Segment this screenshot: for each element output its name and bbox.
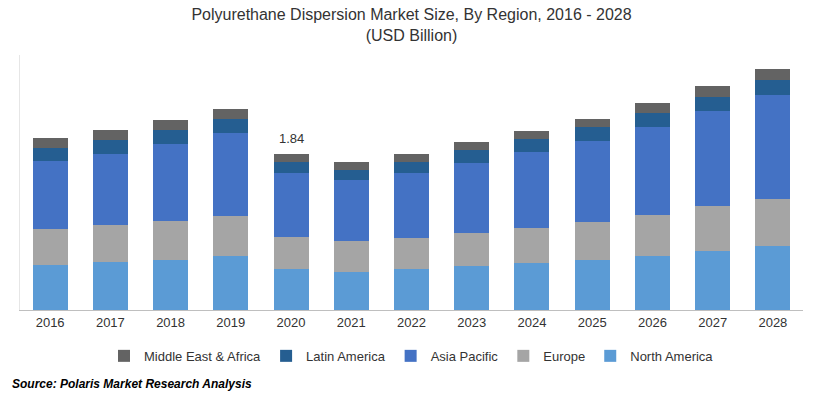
svg-text:Europe: Europe [543, 349, 585, 364]
svg-text:2025: 2025 [578, 315, 607, 330]
svg-text:2016: 2016 [36, 315, 65, 330]
svg-text:2018: 2018 [156, 315, 185, 330]
svg-text:2022: 2022 [397, 315, 426, 330]
svg-text:Asia Pacific: Asia Pacific [431, 349, 499, 364]
svg-text:Latin America: Latin America [306, 349, 386, 364]
svg-text:Polyurethane Dispersion Market: Polyurethane Dispersion Market Size, By … [191, 6, 631, 44]
svg-text:North America: North America [630, 349, 713, 364]
svg-text:2019: 2019 [216, 315, 245, 330]
svg-text:2020: 2020 [277, 315, 306, 330]
svg-text:2023: 2023 [457, 315, 486, 330]
svg-text:2026: 2026 [638, 315, 667, 330]
svg-text:Middle East & Africa: Middle East & Africa [144, 349, 261, 364]
svg-text:2024: 2024 [517, 315, 546, 330]
svg-text:2027: 2027 [698, 315, 727, 330]
svg-text:Source: Polaris Market Researc: Source: Polaris Market Research Analysis [12, 377, 252, 391]
svg-text:1.84: 1.84 [279, 131, 304, 146]
svg-text:2017: 2017 [96, 315, 125, 330]
svg-text:2021: 2021 [337, 315, 366, 330]
svg-text:2028: 2028 [758, 315, 787, 330]
